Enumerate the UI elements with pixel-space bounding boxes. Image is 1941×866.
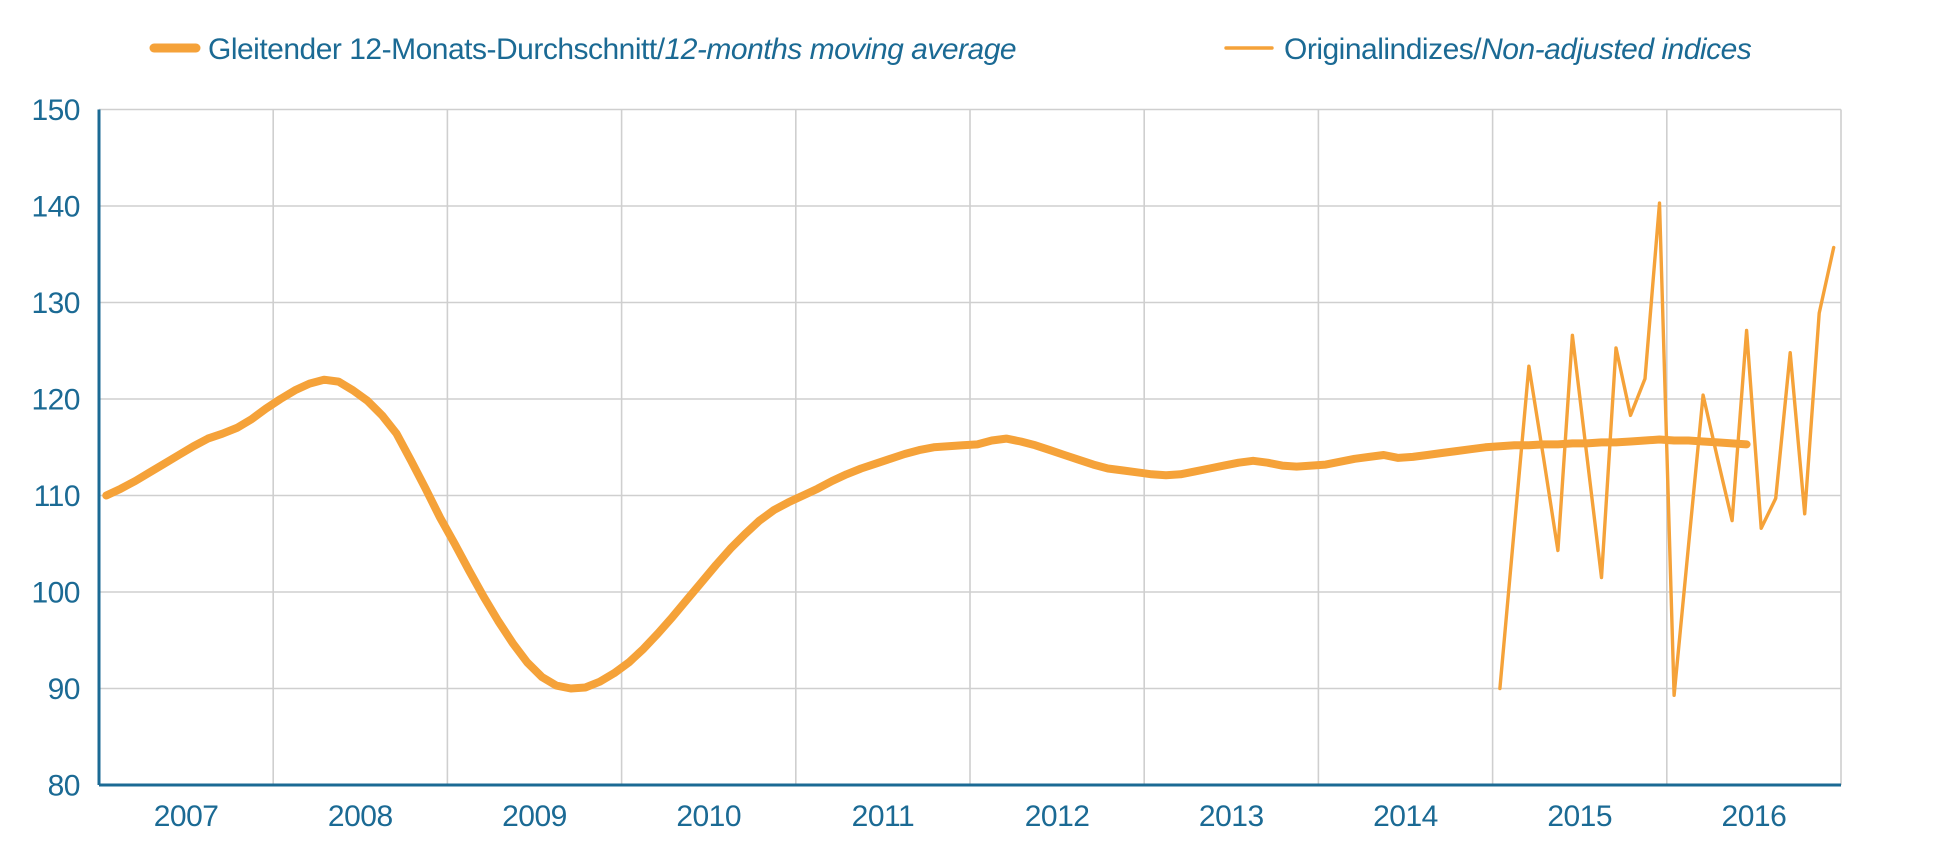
x-tick-label-2014: 2014 — [1373, 800, 1438, 833]
y-tick-label-100: 100 — [31, 577, 80, 610]
x-tick-label-2011: 2011 — [852, 800, 915, 833]
chart-legend: Gleitender 12-Monats-Durchschnitt/12-mon… — [149, 33, 1752, 66]
series-moving-average-line — [102, 375, 1751, 693]
y-tick-label-80: 80 — [48, 770, 80, 803]
x-tick-label-2015: 2015 — [1547, 800, 1612, 833]
y-tick-label-120: 120 — [31, 384, 80, 417]
legend-label-moving-average-regular: Gleitender 12-Monats-Durchschnitt/ — [208, 33, 666, 66]
y-tick-label-150: 150 — [31, 94, 80, 127]
legend-label-original-indices-italic: Non-adjusted indices — [1481, 33, 1752, 66]
x-tick-label-2013: 2013 — [1199, 800, 1264, 833]
legend-label-moving-average-italic: 12-months moving average — [665, 33, 1017, 66]
legend-label-moving-average: Gleitender 12-Monats-Durchschnitt/12-mon… — [208, 33, 1016, 66]
x-tick-label-2007: 2007 — [154, 800, 219, 833]
x-tick-label-2008: 2008 — [328, 800, 393, 833]
y-tick-label-140: 140 — [31, 191, 80, 224]
x-tick-label-2016: 2016 — [1722, 800, 1787, 833]
x-tick-label-2010: 2010 — [676, 800, 741, 833]
y-tick-label-90: 90 — [48, 673, 80, 706]
axis-layer — [97, 109, 1841, 787]
x-tick-label-2009: 2009 — [502, 800, 567, 833]
legend-label-original-indices-regular: Originalindizes/ — [1284, 33, 1482, 66]
series-original-indices-line — [1498, 201, 1836, 697]
series-layer — [102, 201, 1836, 697]
x-tick-label-2012: 2012 — [1025, 800, 1090, 833]
legend-label-original-indices: Originalindizes/Non-adjusted indices — [1284, 33, 1752, 66]
y-tick-label-130: 130 — [31, 287, 80, 320]
y-tick-label-110: 110 — [34, 480, 80, 513]
tick-layer: 150 140 130 120 110 100 90 80 2007 2008 2009 2010 20… — [31, 94, 1786, 833]
grid-layer — [99, 108, 1842, 785]
